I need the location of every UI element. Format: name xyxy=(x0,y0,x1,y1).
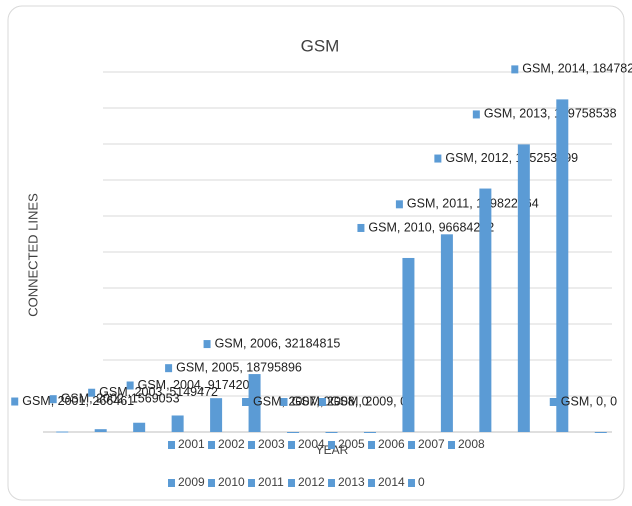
legend-label: 2010 xyxy=(218,475,245,489)
bar xyxy=(363,432,376,433)
bar xyxy=(479,188,492,432)
bar xyxy=(94,429,107,432)
data-label-marker xyxy=(11,397,19,406)
legend-label: 2013 xyxy=(338,475,365,489)
legend-marker xyxy=(208,441,215,449)
y-axis-label: CONNECTED LINES xyxy=(25,193,40,317)
data-label-marker xyxy=(242,398,250,406)
bar xyxy=(517,144,530,432)
data-label: GSM, 2005, 18795896 xyxy=(176,360,302,374)
chart-title: GSM xyxy=(301,36,340,55)
data-label-marker xyxy=(88,388,96,397)
data-label-marker xyxy=(472,110,480,119)
legend-marker xyxy=(368,479,375,487)
bar xyxy=(440,234,453,432)
data-label-marker xyxy=(49,395,57,404)
data-label: GSM, 2014, 184782512 xyxy=(522,62,632,76)
legend-marker xyxy=(208,479,215,487)
legend-label: 2004 xyxy=(298,437,325,451)
bar xyxy=(171,415,184,432)
data-label-marker xyxy=(280,398,288,406)
bar xyxy=(210,398,223,432)
data-label-marker xyxy=(395,200,403,209)
bar xyxy=(287,432,300,433)
data-label: GSM, 2006, 32184815 xyxy=(215,336,341,350)
chart-frame xyxy=(7,5,625,501)
legend-label: 2011 xyxy=(258,475,284,489)
data-label-marker xyxy=(318,398,326,406)
x-axis-label: YEAR xyxy=(316,443,349,457)
legend-label: 2008 xyxy=(458,437,485,451)
bar xyxy=(402,257,415,432)
data-label: GSM, 2011, 109822964 xyxy=(407,197,539,211)
bar xyxy=(594,432,607,433)
data-label: GSM, 2008, 0 xyxy=(292,394,369,408)
data-label: GSM, 2009, 0 xyxy=(330,394,407,408)
data-label-marker xyxy=(126,381,134,390)
data-label: GSM, 2013, 159758538 xyxy=(484,107,617,121)
legend-marker xyxy=(448,441,455,449)
legend-marker xyxy=(168,441,175,449)
legend-label: 2005 xyxy=(338,437,365,451)
legend-label: 2002 xyxy=(218,437,245,451)
data-label: GSM, 2004, 9174209 xyxy=(138,378,257,392)
legend-marker xyxy=(248,441,255,449)
legend-marker xyxy=(408,441,415,449)
bar xyxy=(325,432,338,433)
bar xyxy=(56,431,69,433)
legend-marker xyxy=(288,441,295,449)
legend-marker xyxy=(168,479,175,487)
bar xyxy=(248,374,261,432)
bar xyxy=(133,422,146,432)
legend-marker xyxy=(368,441,375,449)
data-label: GSM, 2007, 0 xyxy=(253,394,330,408)
data-label: GSM, 2010, 96684272 xyxy=(368,220,494,234)
legend-label: 2014 xyxy=(378,475,405,489)
legend-label: 2009 xyxy=(178,475,205,489)
legend-marker xyxy=(328,479,335,487)
legend-marker xyxy=(408,479,415,487)
legend-label: 0 xyxy=(418,475,425,489)
legend-label: 2007 xyxy=(418,437,445,451)
data-label-marker xyxy=(549,398,557,406)
legend-label: 2001 xyxy=(178,437,205,451)
legend-marker xyxy=(288,479,295,487)
legend-label: 2012 xyxy=(298,475,325,489)
data-label: GSM, 0, 0 xyxy=(561,394,617,408)
legend-label: 2003 xyxy=(258,437,285,451)
data-label-marker xyxy=(434,154,442,163)
data-label-marker xyxy=(357,223,365,232)
legend-label: 2006 xyxy=(378,437,405,451)
data-label: GSM, 2012, 135253599 xyxy=(445,151,578,165)
data-label-marker xyxy=(511,65,519,74)
data-label-marker xyxy=(203,340,211,349)
bar xyxy=(556,99,569,432)
data-label-marker xyxy=(165,364,173,373)
legend-marker xyxy=(248,479,255,487)
legend-marker xyxy=(328,441,335,449)
